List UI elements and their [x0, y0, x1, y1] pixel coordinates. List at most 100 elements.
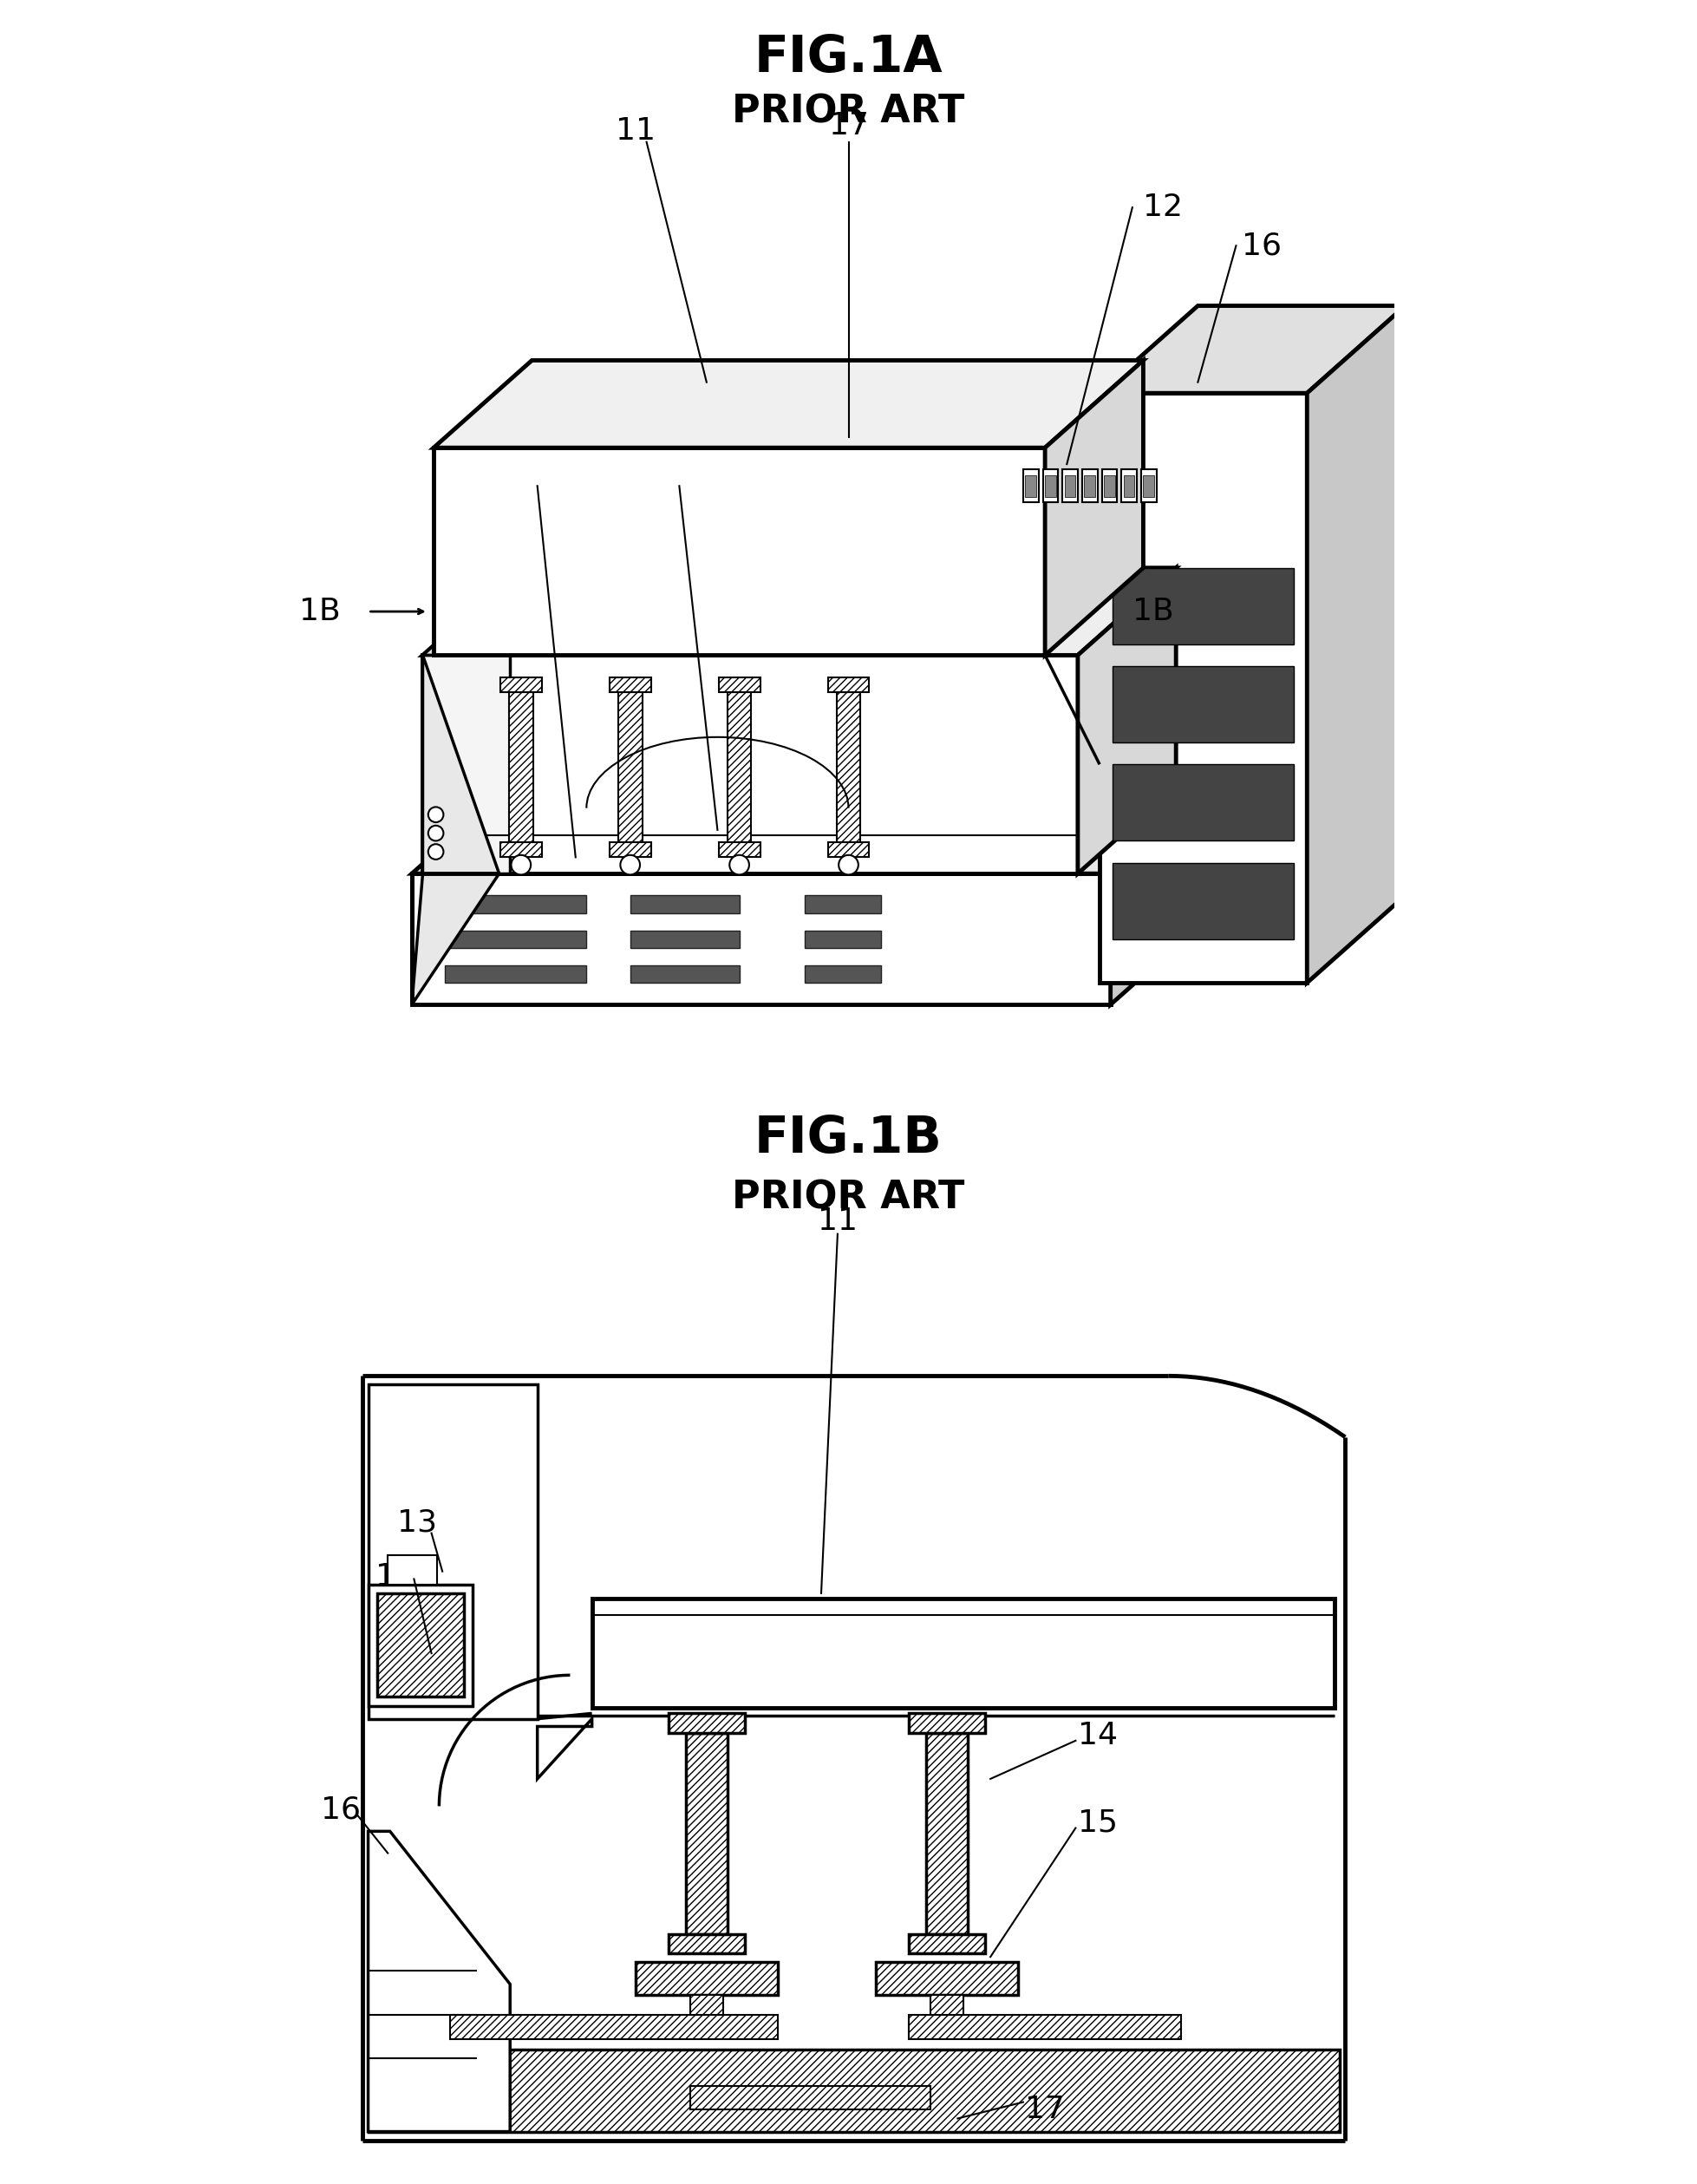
Polygon shape	[669, 1935, 745, 1952]
Polygon shape	[1307, 306, 1405, 983]
Polygon shape	[1123, 476, 1135, 496]
Polygon shape	[1025, 476, 1037, 496]
Polygon shape	[434, 360, 1144, 448]
Polygon shape	[509, 692, 533, 841]
Polygon shape	[669, 1712, 745, 1734]
Text: PRIOR ART: PRIOR ART	[731, 92, 966, 131]
Text: 12: 12	[375, 1562, 416, 1592]
Polygon shape	[630, 895, 740, 913]
Polygon shape	[630, 965, 740, 983]
Polygon shape	[876, 1961, 1018, 1996]
Text: 11: 11	[616, 116, 655, 146]
Polygon shape	[1100, 393, 1307, 983]
Text: 16: 16	[1242, 232, 1281, 260]
Polygon shape	[592, 1599, 1334, 1708]
Polygon shape	[423, 655, 1078, 874]
Polygon shape	[1084, 476, 1095, 496]
Polygon shape	[1113, 666, 1293, 743]
Text: FIG.1A: FIG.1A	[753, 33, 944, 83]
Polygon shape	[804, 965, 881, 983]
Polygon shape	[368, 2049, 1339, 2132]
Text: 13: 13	[397, 1507, 438, 1538]
Text: 14: 14	[653, 461, 694, 489]
Polygon shape	[908, 1712, 984, 1734]
Polygon shape	[1100, 306, 1405, 393]
Polygon shape	[423, 568, 1176, 655]
Text: 12: 12	[1144, 192, 1183, 223]
Polygon shape	[691, 2086, 930, 2110]
Text: 15: 15	[1078, 1808, 1118, 1837]
Text: 17: 17	[828, 111, 869, 140]
Polygon shape	[368, 1385, 538, 1719]
Polygon shape	[1113, 568, 1293, 644]
Polygon shape	[930, 1996, 964, 2014]
Polygon shape	[501, 677, 541, 692]
Polygon shape	[618, 692, 641, 841]
Polygon shape	[450, 2014, 777, 2040]
Polygon shape	[412, 655, 499, 1005]
Polygon shape	[1110, 786, 1208, 1005]
Circle shape	[621, 856, 640, 874]
Polygon shape	[434, 448, 1045, 655]
Polygon shape	[630, 930, 740, 948]
Polygon shape	[1101, 470, 1117, 502]
Polygon shape	[423, 655, 511, 874]
Polygon shape	[501, 841, 541, 858]
Polygon shape	[686, 1734, 728, 1935]
Polygon shape	[1140, 470, 1156, 502]
Polygon shape	[1144, 476, 1154, 496]
Circle shape	[428, 826, 443, 841]
Polygon shape	[691, 1996, 723, 2014]
Polygon shape	[828, 841, 869, 858]
Polygon shape	[538, 1719, 592, 1778]
Polygon shape	[368, 1830, 511, 2132]
Polygon shape	[1113, 863, 1293, 939]
Polygon shape	[718, 677, 760, 692]
Polygon shape	[423, 612, 560, 655]
Circle shape	[428, 843, 443, 860]
Polygon shape	[927, 1734, 967, 1935]
Polygon shape	[804, 930, 881, 948]
Polygon shape	[1122, 470, 1137, 502]
Text: 1B: 1B	[300, 596, 341, 627]
Polygon shape	[828, 677, 869, 692]
Polygon shape	[1044, 470, 1059, 502]
Polygon shape	[412, 786, 1208, 874]
Text: 15: 15	[512, 461, 552, 489]
Polygon shape	[445, 930, 587, 948]
Polygon shape	[1105, 476, 1115, 496]
Polygon shape	[837, 692, 860, 841]
Polygon shape	[368, 1586, 473, 1706]
Text: 17: 17	[1025, 2094, 1066, 2125]
Text: 11: 11	[818, 1206, 857, 1236]
Circle shape	[730, 856, 748, 874]
Polygon shape	[1064, 476, 1076, 496]
Polygon shape	[1083, 470, 1098, 502]
Polygon shape	[728, 692, 752, 841]
Polygon shape	[1045, 476, 1056, 496]
Text: 16: 16	[321, 1795, 361, 1824]
Polygon shape	[445, 895, 587, 913]
Polygon shape	[377, 1594, 465, 1697]
Polygon shape	[1078, 568, 1176, 874]
Polygon shape	[609, 841, 652, 858]
Circle shape	[428, 806, 443, 823]
Polygon shape	[908, 2014, 1181, 2040]
Circle shape	[511, 856, 531, 874]
Polygon shape	[804, 895, 881, 913]
Polygon shape	[389, 1555, 436, 1586]
Text: FIG.1B: FIG.1B	[755, 1114, 942, 1164]
Polygon shape	[636, 1961, 777, 1996]
Polygon shape	[445, 965, 587, 983]
Polygon shape	[1113, 764, 1293, 841]
Polygon shape	[609, 677, 652, 692]
Circle shape	[838, 856, 859, 874]
Text: 14: 14	[1078, 1721, 1118, 1749]
Polygon shape	[718, 841, 760, 858]
Polygon shape	[412, 874, 1110, 1005]
Text: PRIOR ART: PRIOR ART	[731, 1179, 966, 1216]
Polygon shape	[1045, 360, 1144, 655]
Polygon shape	[908, 1935, 984, 1952]
Polygon shape	[1062, 470, 1078, 502]
Text: 1B: 1B	[1132, 596, 1174, 627]
